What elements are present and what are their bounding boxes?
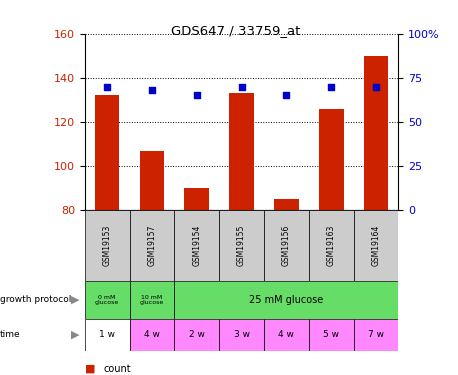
Point (193, 93, 201, 99)
Bar (174, 281, 398, 319)
Text: 2 w: 2 w (189, 330, 205, 339)
Text: 0 mM
glucose: 0 mM glucose (95, 295, 119, 305)
Text: 1 w: 1 w (99, 330, 115, 339)
Bar (174, 319, 219, 351)
Text: ▶: ▶ (71, 330, 80, 340)
Text: 3 w: 3 w (234, 330, 250, 339)
Text: count: count (104, 364, 131, 374)
Text: 25 mM glucose: 25 mM glucose (249, 295, 323, 305)
Text: 10 mM
glucose: 10 mM glucose (140, 295, 164, 305)
Text: 7 w: 7 w (368, 330, 384, 339)
Bar (85, 210, 130, 281)
Bar (85, 281, 130, 319)
Text: GDS647 / 33759_at: GDS647 / 33759_at (171, 24, 300, 38)
Text: 4 w: 4 w (144, 330, 160, 339)
Point (372, 84, 380, 90)
Text: growth protocol: growth protocol (0, 296, 71, 304)
Bar (130, 319, 174, 351)
Point (148, 87, 156, 93)
Bar (309, 319, 354, 351)
Bar (140, 150, 164, 210)
Point (104, 84, 111, 90)
Text: GSM19163: GSM19163 (327, 225, 336, 266)
Point (327, 84, 335, 90)
Text: ▶: ▶ (71, 295, 80, 305)
Bar (264, 319, 309, 351)
Text: GSM19164: GSM19164 (371, 225, 381, 266)
Text: 5 w: 5 w (323, 330, 339, 339)
Bar (354, 210, 398, 281)
Bar (219, 319, 264, 351)
Bar (309, 210, 354, 281)
Bar (85, 319, 130, 351)
Text: GSM19154: GSM19154 (192, 225, 201, 266)
Text: GSM19153: GSM19153 (103, 225, 112, 266)
Bar (354, 319, 398, 351)
Bar (274, 199, 299, 210)
Bar (185, 188, 209, 210)
Text: GSM19156: GSM19156 (282, 225, 291, 266)
Text: GSM19157: GSM19157 (147, 225, 157, 266)
Bar (229, 93, 254, 210)
Text: GSM19155: GSM19155 (237, 225, 246, 266)
Bar (319, 109, 344, 210)
Text: ■: ■ (85, 364, 95, 374)
Bar (364, 56, 388, 210)
Bar (174, 210, 219, 281)
Bar (95, 96, 120, 210)
Bar (130, 281, 174, 319)
Text: time: time (0, 330, 21, 339)
Bar (264, 210, 309, 281)
Point (283, 93, 290, 99)
Point (238, 84, 245, 90)
Text: 4 w: 4 w (278, 330, 294, 339)
Bar (130, 210, 174, 281)
Bar (219, 210, 264, 281)
